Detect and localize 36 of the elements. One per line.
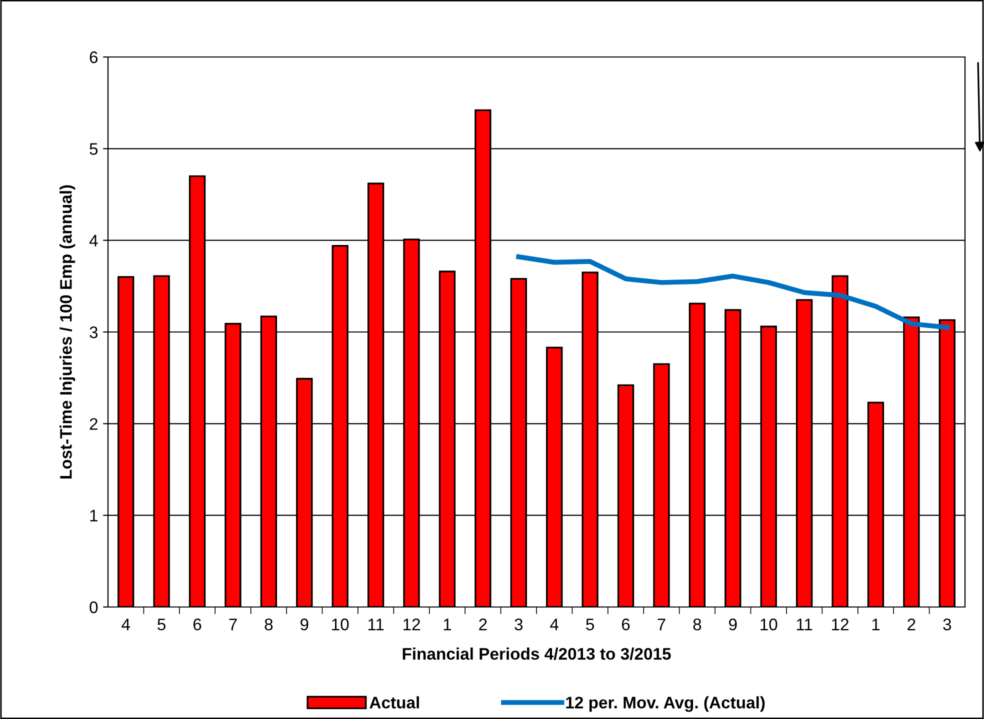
y-tick-label: 6	[90, 51, 98, 64]
x-axis-title: Financial Periods 4/2013 to 3/2015	[402, 648, 671, 660]
x-tick-label: 1	[872, 618, 880, 630]
y-tick-label: 3	[90, 326, 98, 338]
y-tick-label: 1	[90, 510, 98, 522]
x-tick-label: 3	[514, 618, 523, 630]
x-tick-label: 10	[760, 618, 778, 630]
legend-label: Actual	[370, 696, 419, 708]
x-tick-label: 7	[658, 618, 666, 630]
x-tick-label: 11	[796, 618, 812, 630]
x-tick-label: 9	[729, 618, 737, 630]
x-tick-label: 4	[122, 618, 130, 630]
x-tick-label: 1	[444, 618, 452, 630]
x-tick-label: 6	[622, 618, 630, 630]
x-tick-label: 8	[264, 618, 273, 630]
legend-label: 12 per. Mov. Avg. (Actual)	[566, 696, 765, 712]
x-tick-label: 5	[158, 618, 166, 630]
x-tick-label: 2	[479, 618, 487, 630]
y-tick-label: 4	[89, 234, 98, 246]
x-tick-label: 3	[943, 618, 952, 630]
x-tick-label: 12	[832, 618, 848, 630]
y-tick-label: 2	[90, 418, 98, 430]
x-tick-label: 5	[586, 618, 594, 630]
x-tick-label: 8	[693, 618, 702, 630]
line-series	[516, 254, 950, 330]
x-tick-label: 10	[332, 618, 349, 630]
y-tick-label: 5	[90, 143, 98, 155]
x-tick-label: 6	[193, 618, 202, 630]
x-tick-label: 9	[300, 618, 308, 630]
x-tick-label: 4	[550, 618, 558, 630]
y-tick-label: 0	[90, 601, 98, 614]
y-axis-title: Lost-Time Injuries / 100 Emp (annual)	[60, 185, 76, 478]
x-tick-label: 2	[908, 618, 916, 630]
x-tick-label: 12	[404, 618, 420, 630]
x-tick-label: 7	[229, 618, 237, 630]
x-tick-label: 11	[368, 618, 384, 630]
